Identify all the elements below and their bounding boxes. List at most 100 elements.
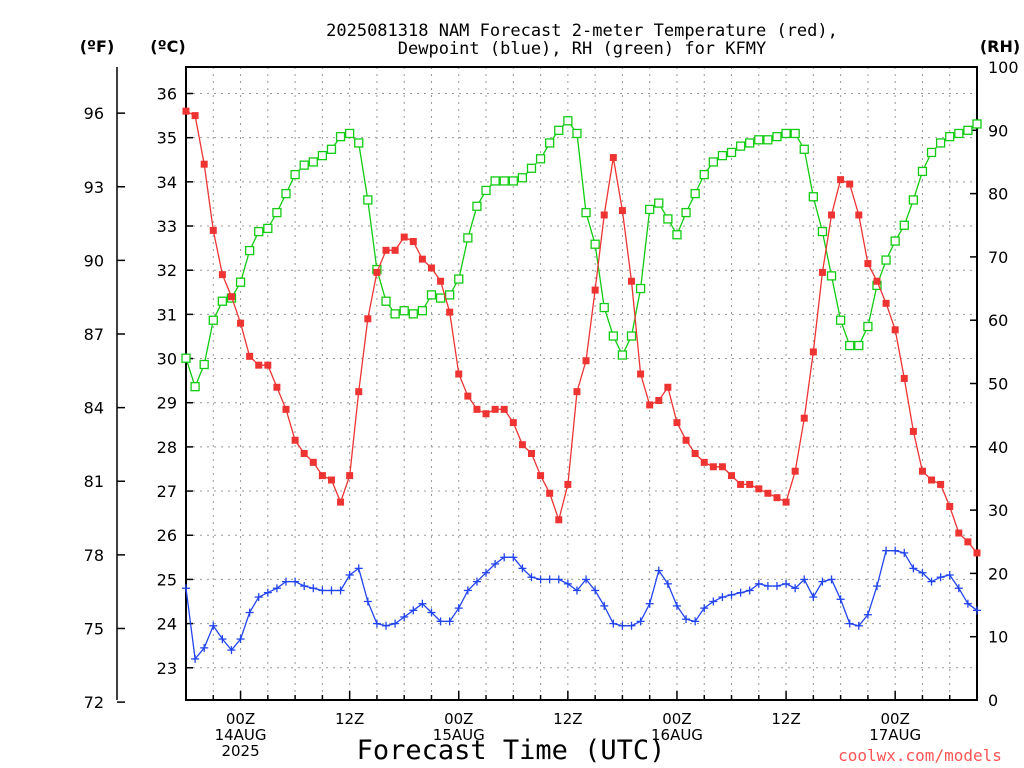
temperature-point [518,441,526,449]
rh-point [926,147,937,158]
grid-lines [186,67,978,700]
fahrenheit-tick-label: 93 [84,178,104,197]
temperature-point [591,286,599,294]
rh-point [954,128,964,139]
temperature-point [337,498,345,506]
rh-point [635,283,646,294]
temperature-point [300,450,308,458]
x-tick-label: 14AUG [215,726,267,744]
rh-point [654,198,664,208]
dewpoint-point [527,573,536,582]
dewpoint-point [718,593,727,602]
temperature-point [427,264,435,272]
temperature-point [618,207,626,215]
rh-point [745,138,755,148]
temperature-point [291,436,299,444]
temperature-point [818,268,826,276]
celsius-tick-label: 33 [157,217,177,236]
dewpoint-point [709,597,718,606]
dewpoint-point [318,586,327,595]
rh-point [217,296,228,306]
temperature-point [946,503,954,511]
rh-point [972,119,982,129]
dewpoint-point [827,575,836,584]
rh-point [835,315,846,325]
temperature-point [382,246,390,254]
temperature-point [464,392,472,400]
rh-point [535,154,546,164]
rh-point [235,277,246,287]
rh-tick-label: 30 [988,501,1008,520]
temperature-point [664,383,672,391]
dewpoint-point [245,608,254,617]
x-tick-label: 12Z [553,710,582,728]
rh-point [408,309,418,319]
temperature-point [718,463,726,471]
celsius-axis-unit: (ºC) [150,37,185,56]
rh-tick-label: 100 [988,58,1019,77]
dewpoint-point [518,564,527,573]
temperature-point [846,180,854,188]
temperature-point [346,472,354,480]
dewpoint-point [400,612,409,621]
dewpoint-point [200,643,209,652]
x-axis-title: Forecast Time (UTC) [357,735,666,766]
rh-point [308,157,318,167]
dewpoint-point [891,546,900,555]
rh-tick-label: 10 [988,628,1008,647]
rh-axis-unit: (RH) [980,37,1020,56]
rh-point [345,128,355,139]
rh-point [445,290,455,300]
rh-point [517,173,528,183]
dewpoint-point [763,582,772,591]
chart-title: 2025081318 NAM Forecast 2-meter Temperat… [326,21,838,59]
dewpoint-point [336,586,345,595]
rh-point [563,116,573,126]
rh-point [181,353,191,363]
dewpoint-point [236,635,245,644]
x-tick-label: 17AUG [869,726,921,744]
dewpoint-point [182,584,190,593]
dewpoint-point [191,654,200,663]
rh-point [908,195,919,205]
temperature-point [200,160,208,168]
rh-point [335,131,346,142]
temperature-point [964,538,972,546]
celsius-tick-label: 26 [157,526,177,545]
temperature-point [773,494,781,502]
rh-point [390,309,400,319]
dewpoint-point [863,610,872,619]
dewpoint-point [409,606,418,615]
celsius-tick-label: 27 [157,482,177,501]
dewpoint-point [872,582,881,591]
dewpoint-point [363,597,372,606]
temperature-point [473,405,481,413]
rh-point [354,138,364,148]
dewpoint-point [654,566,663,575]
rh-point [881,255,891,265]
rh-point [317,150,328,161]
rh-point [854,340,864,351]
dewpoint-point [454,604,463,613]
rh-point [454,274,464,284]
rh-point [645,204,655,215]
temperature-point [609,154,617,162]
rh-point [508,176,518,186]
rh-point [781,128,791,139]
temperature-series [182,107,981,557]
rh-point [726,147,737,158]
temperature-point [391,246,399,254]
temperature-point [873,277,881,285]
temperature-point [500,405,508,413]
rh-point [735,141,746,151]
temperature-point [628,277,636,285]
rh-point [299,160,309,170]
temperature-point [182,107,190,115]
rh-point [899,220,909,230]
x-tick-label: 15AUG [433,726,485,744]
fahrenheit-tick-label: 81 [84,472,104,491]
rh-point [799,144,809,154]
temperature-point [355,388,363,396]
temperature-point [282,405,290,413]
rh-point [472,201,482,211]
